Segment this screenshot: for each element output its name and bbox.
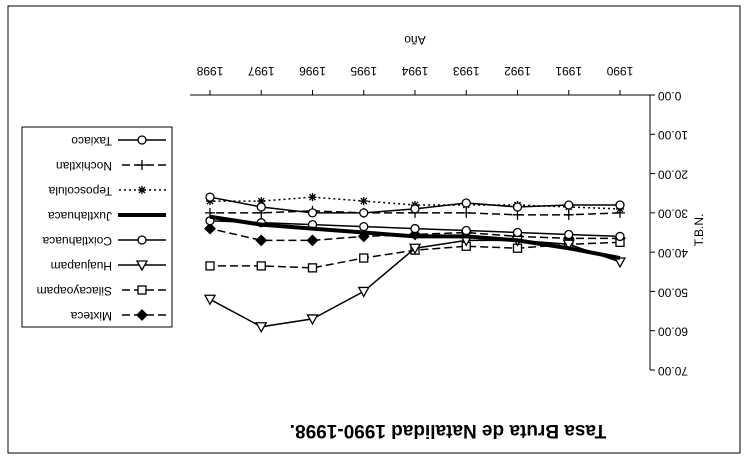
legend-label: Huajuapam — [51, 259, 112, 273]
data-point — [256, 202, 266, 212]
legend-marker — [138, 186, 146, 194]
x-tick-label: 1991 — [555, 64, 582, 78]
data-point — [306, 314, 319, 326]
x-tick-label: 1994 — [401, 64, 428, 78]
data-point — [410, 223, 420, 234]
data-point — [410, 204, 420, 214]
data-point — [359, 221, 369, 232]
data-point — [203, 294, 217, 306]
legend-label: Nochixtlan — [56, 159, 112, 173]
rotated-chart: Tasa Bruta de Natalidad 1990-1998. Año T… — [7, 5, 741, 454]
data-point — [512, 202, 523, 212]
data-point — [306, 234, 319, 247]
x-tick-label: 1990 — [606, 64, 633, 78]
data-point — [255, 234, 268, 247]
x-tick-label: 1998 — [196, 64, 223, 78]
data-point — [563, 209, 574, 220]
data-point — [461, 198, 471, 208]
data-point — [564, 200, 574, 210]
x-tick-label: 1997 — [248, 64, 275, 78]
legend-label: Mixteca — [70, 309, 112, 323]
x-tick-label: 1992 — [504, 64, 531, 78]
legend-marker — [137, 235, 147, 245]
data-point — [256, 261, 266, 271]
legend-label: Juxtlahuaca — [48, 209, 112, 223]
y-tick-label: 30.00 — [658, 207, 688, 221]
legend-frame — [21, 126, 173, 328]
data-point — [255, 322, 268, 334]
y-tick-label: 40.00 — [658, 246, 688, 260]
legend-marker — [135, 260, 149, 272]
x-axis-label: Año — [404, 33, 426, 47]
x-tick-label: 1995 — [350, 64, 377, 78]
data-point — [615, 200, 625, 210]
data-point — [257, 197, 266, 206]
data-point — [461, 207, 472, 218]
y-tick-label: 60.00 — [658, 325, 688, 339]
data-point — [205, 261, 215, 271]
series-line — [209, 214, 621, 260]
data-point — [205, 207, 215, 218]
chart-frame — [7, 5, 741, 454]
data-point — [359, 253, 369, 263]
data-point — [308, 193, 317, 202]
data-point — [564, 229, 574, 240]
data-point — [205, 192, 215, 202]
y-tick-label: 70.00 — [658, 364, 688, 378]
data-point — [357, 286, 370, 298]
legend-label: Silacayoapam — [37, 284, 112, 298]
legend-marker — [137, 160, 147, 170]
data-point — [461, 225, 471, 236]
legend-label: Taxiaco — [71, 134, 112, 148]
legend-marker — [137, 135, 147, 145]
legend-label: Teposcolula — [48, 184, 112, 198]
y-tick-label: 20.00 — [658, 167, 688, 181]
y-tick-label: 10.00 — [658, 128, 688, 142]
data-point — [307, 263, 318, 273]
y-tick-label: 0.00 — [658, 89, 682, 103]
y-tick-label: 50.00 — [658, 285, 688, 299]
legend-label: Coixtlahuaca — [42, 234, 112, 248]
data-point — [307, 208, 318, 218]
x-tick-label: 1993 — [453, 64, 480, 78]
legend-marker — [136, 309, 148, 321]
legend-marker — [137, 285, 147, 295]
data-point — [512, 227, 523, 238]
data-point — [359, 197, 368, 206]
chart-title: Tasa Bruta de Natalidad 1990-1998. — [290, 420, 606, 441]
data-point — [408, 243, 422, 255]
y-axis-label: T.B.N. — [692, 214, 706, 247]
data-point — [615, 231, 625, 242]
data-point — [359, 208, 369, 218]
x-tick-label: 1996 — [299, 64, 326, 78]
data-point — [562, 239, 575, 251]
